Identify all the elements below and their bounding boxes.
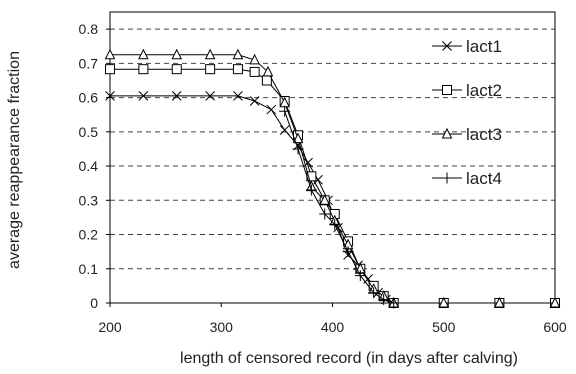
data-point-lact2 <box>105 64 115 75</box>
x-tick-label: 200 <box>98 319 122 335</box>
data-point-lact1 <box>138 91 149 101</box>
data-point-lact1 <box>171 91 182 101</box>
series-lact4 <box>279 105 400 309</box>
data-point-lact2 <box>261 75 272 86</box>
legend-label-lact3: lact3 <box>466 125 502 144</box>
data-point-lact3 <box>494 296 505 308</box>
tick-labels: 0 0.1 0.2 0.3 0.4 0.5 0.6 0.7 0.8 200 300 400 500 600 <box>79 21 567 335</box>
legend-label-lact4: lact4 <box>466 169 502 188</box>
data-point-lact1 <box>249 96 260 106</box>
y-tick-label: 0.8 <box>79 21 99 37</box>
legend: lact1 lact2 lact3 lact4 <box>432 37 502 188</box>
data-point-lact2 <box>171 64 182 75</box>
x-tick-label: 400 <box>321 319 345 335</box>
y-tick-label: 0.4 <box>79 158 99 174</box>
legend-item-lact3: lact3 <box>432 125 502 144</box>
legend-marker-lact2 <box>442 85 452 95</box>
legend-marker-lact4 <box>441 172 453 184</box>
data-point-lact4 <box>292 143 304 155</box>
data-point-lact2 <box>205 64 216 75</box>
y-tick-label: 0.6 <box>79 90 99 106</box>
y-tick-label: 0.7 <box>79 55 99 71</box>
y-tick-label: 0.3 <box>79 192 99 208</box>
series-line-lact4 <box>284 111 394 304</box>
x-tick-label: 500 <box>432 319 456 335</box>
y-axis-label: average reappearance fraction <box>6 51 23 269</box>
data-point-lact1 <box>105 91 115 101</box>
legend-marker-lact1 <box>442 41 452 51</box>
data-point-lact3 <box>292 132 304 144</box>
data-point-lact1 <box>233 91 243 101</box>
data-point-lact1 <box>205 91 215 101</box>
data-point-lact3 <box>262 65 274 77</box>
data-point-lact3 <box>104 48 116 60</box>
legend-item-lact4: lact4 <box>432 169 502 188</box>
y-tick-label: 0.5 <box>79 124 99 140</box>
y-tick-label: 0 <box>90 295 98 311</box>
y-tick-label: 0.2 <box>79 227 99 243</box>
x-axis-label: length of censored record (in days after… <box>180 350 518 367</box>
series-lact1 <box>105 91 560 308</box>
data-point-lact3 <box>232 48 244 60</box>
legend-item-lact2: lact2 <box>432 81 502 100</box>
legend-label-lact1: lact1 <box>466 37 502 56</box>
data-point-lact4 <box>279 105 291 117</box>
data-point-lact3 <box>138 48 149 60</box>
data-point-lact4 <box>342 246 354 258</box>
data-point-lact3 <box>249 53 260 65</box>
grid-lines <box>110 28 555 270</box>
data-point-lact4 <box>388 297 400 309</box>
legend-item-lact1: lact1 <box>432 37 502 56</box>
data-point-lact4 <box>305 184 317 196</box>
legend-marker-lact3 <box>441 127 453 139</box>
data-point-lact4 <box>329 218 341 230</box>
data-point-lact3 <box>549 296 561 308</box>
series-layer <box>104 48 561 309</box>
x-tick-label: 600 <box>543 319 567 335</box>
x-tick-label: 300 <box>210 319 234 335</box>
data-point-lact1 <box>279 125 290 135</box>
y-tick-label: 0.1 <box>79 261 99 277</box>
legend-label-lact2: lact2 <box>466 81 502 100</box>
plot-frame <box>106 11 556 307</box>
data-point-lact3 <box>319 194 331 205</box>
data-point-lact3 <box>204 48 216 60</box>
data-point-lact4 <box>354 270 366 282</box>
data-point-lact3 <box>438 296 450 308</box>
data-point-lact1 <box>266 104 277 115</box>
data-point-lact2 <box>249 66 260 77</box>
data-point-lact2 <box>138 64 149 75</box>
data-point-lact2 <box>232 64 243 75</box>
data-point-lact4 <box>378 294 390 306</box>
data-point-lact4 <box>368 287 380 299</box>
data-point-lact4 <box>319 208 331 220</box>
data-point-lact3 <box>171 48 183 60</box>
